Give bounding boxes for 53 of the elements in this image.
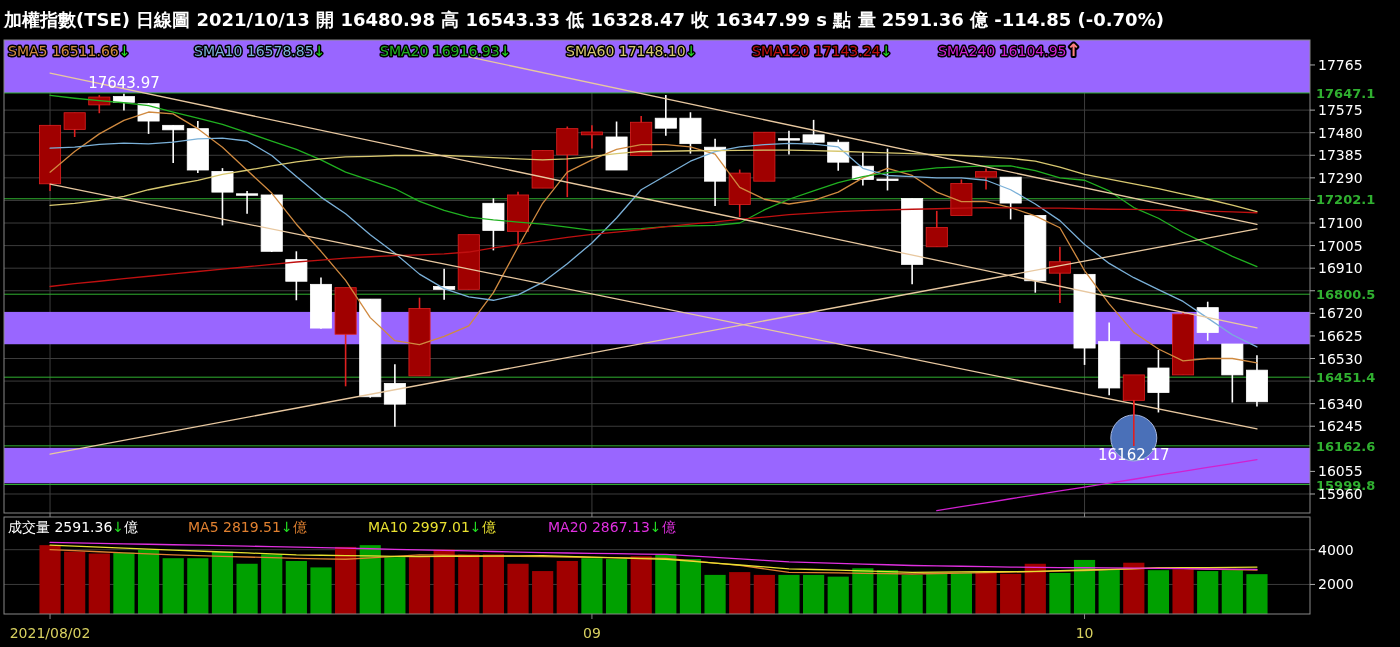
candlestick [211,167,234,227]
text: SMA5 16511.66↓ [8,43,131,59]
candlestick [580,124,603,150]
chart-title: 加權指數(TSE) 日線圖 2021/10/13 開 16480.98 高 16543.33 低 16328.47 收 16347.99 s 點 量 2591.36 億 -114.85 (-0.70%) [3,9,1164,30]
x-tick-label: 10 [1075,625,1094,641]
ref-line-label: 17647.1 [1316,85,1376,101]
y-tick-label: 2000 [1318,576,1354,593]
ref-line-label: 16451.4 [1316,370,1376,386]
annotation: 17643.97 [88,73,160,92]
y-tick-label: 4000 [1318,541,1354,558]
candlestick [876,147,899,192]
y-tick-label: 17290 [1318,169,1363,186]
y-tick-label: 17005 [1318,237,1363,254]
y-tick-label: 16625 [1318,327,1363,344]
y-tick-label: 17765 [1318,56,1363,73]
y-tick-label: 16245 [1318,418,1363,435]
candlestick [777,130,800,156]
text: SMA240 16104.95↑ [938,40,1081,60]
x-tick-label: 2021/08/02 [9,625,91,641]
candlestick [162,124,185,164]
line-series [49,206,1258,288]
ref-line-label: 16162.6 [1316,438,1376,454]
ref-line-label: 17202.1 [1316,191,1376,207]
annotation: 16162.17 [1098,445,1170,464]
candlestick [925,210,948,248]
candlestick [975,167,998,191]
x-tick-label: 09 [583,625,601,641]
y-tick-label: 16340 [1318,395,1363,412]
series-label: MA10 2997.01↓億 [368,519,496,535]
y-tick-label: 16910 [1318,260,1363,277]
y-tick-label: 17575 [1318,102,1363,119]
y-tick-label: 16720 [1318,305,1363,322]
text: SMA20 16916.93↓ [380,43,512,59]
candlestick [236,190,259,215]
y-tick-label: 16530 [1318,350,1363,367]
series-label: MA20 2867.13↓億 [548,519,676,535]
series-label: MA5 2819.51↓億 [188,519,307,535]
chart-title: 成交量 2591.36↓億 [8,519,139,535]
ref-line-label: 16800.5 [1316,287,1376,303]
text: SMA10 16578.85↓ [194,43,326,59]
y-tick-label: 16055 [1318,463,1363,480]
candlestick [654,94,677,137]
candlestick [433,267,456,301]
text: SMA120 17143.24↓ [752,43,893,59]
y-tick-label: 17480 [1318,124,1363,141]
candlestick [63,111,86,138]
line-series [49,94,1258,268]
candlestick [383,363,406,428]
y-tick-label: 17385 [1318,147,1363,164]
text: SMA60 17148.10↓ [566,43,698,59]
y-tick-label: 17100 [1318,215,1363,232]
candlestick [285,250,308,302]
line-series [936,458,1258,512]
